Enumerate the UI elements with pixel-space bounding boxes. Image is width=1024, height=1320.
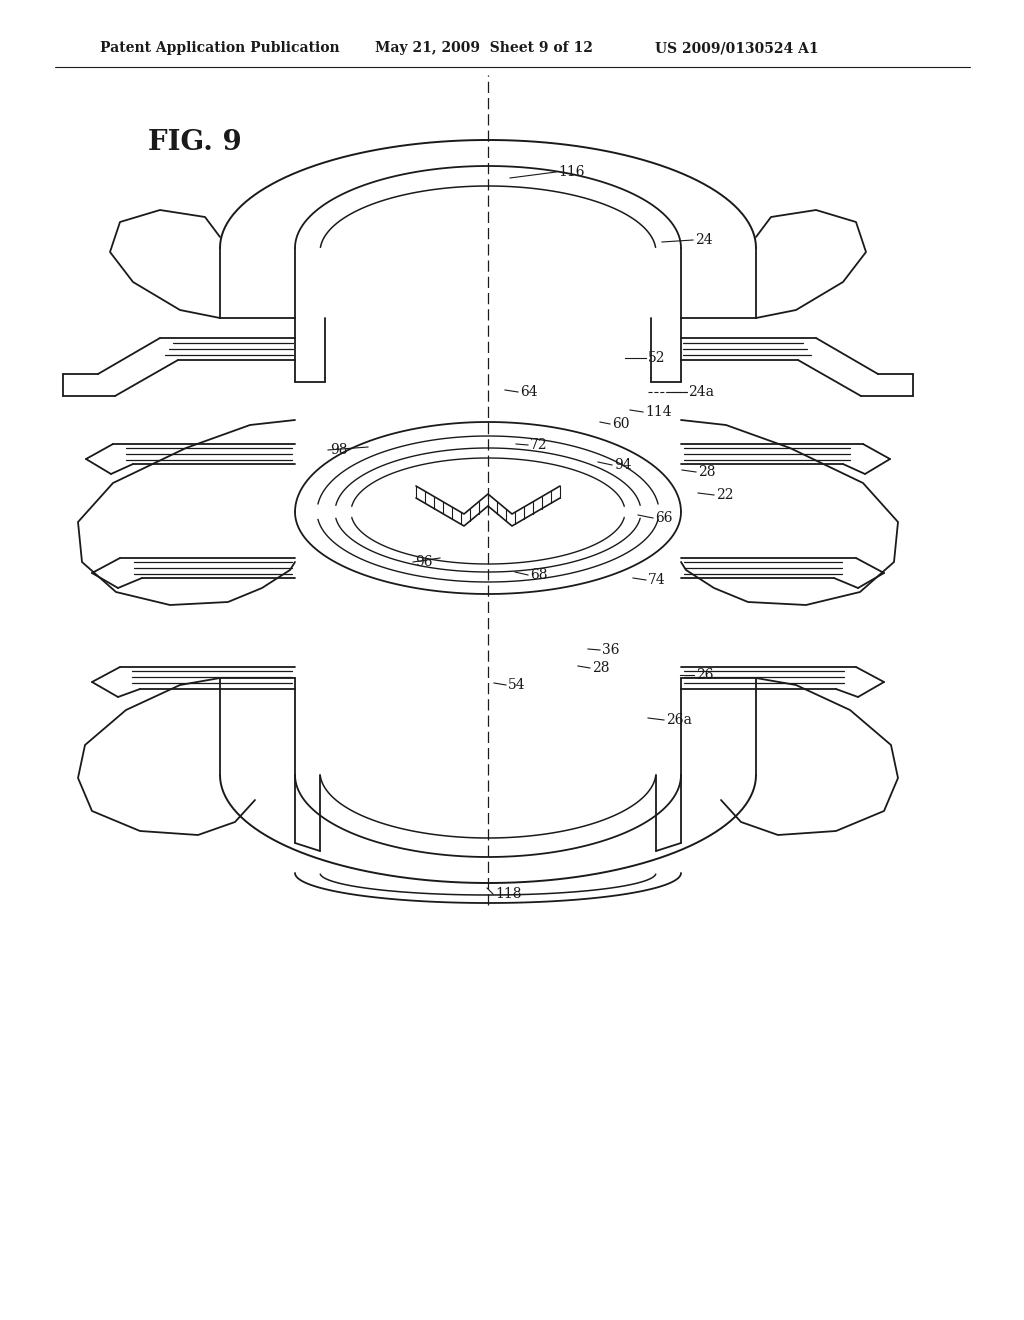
Text: 28: 28 xyxy=(592,661,609,675)
Text: 26: 26 xyxy=(696,668,714,682)
Text: 52: 52 xyxy=(648,351,666,366)
Text: 96: 96 xyxy=(415,554,432,569)
Text: 24a: 24a xyxy=(688,385,714,399)
Text: 26a: 26a xyxy=(666,713,692,727)
Text: May 21, 2009  Sheet 9 of 12: May 21, 2009 Sheet 9 of 12 xyxy=(375,41,593,55)
Text: Patent Application Publication: Patent Application Publication xyxy=(100,41,340,55)
Text: 94: 94 xyxy=(614,458,632,473)
Text: FIG. 9: FIG. 9 xyxy=(148,128,242,156)
Text: 24: 24 xyxy=(695,234,713,247)
Text: 68: 68 xyxy=(530,568,548,582)
Text: 36: 36 xyxy=(602,643,620,657)
Text: 28: 28 xyxy=(698,465,716,479)
Text: 66: 66 xyxy=(655,511,673,525)
Text: 118: 118 xyxy=(495,887,521,902)
Text: 116: 116 xyxy=(558,165,585,180)
Text: 60: 60 xyxy=(612,417,630,432)
Text: 64: 64 xyxy=(520,385,538,399)
Text: 114: 114 xyxy=(645,405,672,418)
Text: 74: 74 xyxy=(648,573,666,587)
Text: 54: 54 xyxy=(508,678,525,692)
Text: 22: 22 xyxy=(716,488,733,502)
Text: US 2009/0130524 A1: US 2009/0130524 A1 xyxy=(655,41,818,55)
Text: 72: 72 xyxy=(530,438,548,451)
Text: 98: 98 xyxy=(330,444,347,457)
